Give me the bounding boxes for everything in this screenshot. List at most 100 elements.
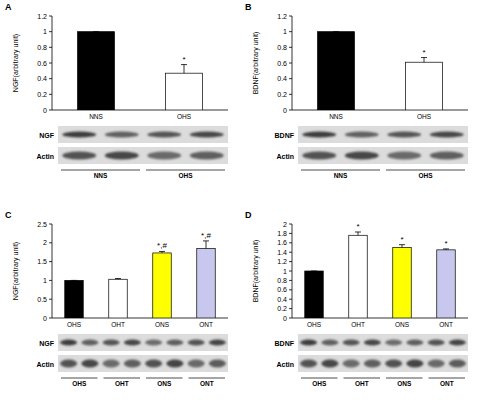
y-tick-label: 0.5: [37, 296, 47, 303]
blot-band: [430, 152, 464, 160]
lane-bracket: [104, 378, 141, 379]
y-tick-label: 0.4: [277, 296, 287, 303]
blot-band: [81, 360, 98, 368]
annotation: *: [356, 222, 359, 231]
lane-bracket: [301, 170, 380, 171]
x-tick-label: OHS: [177, 113, 192, 120]
error-bar: [115, 278, 121, 280]
blot-band: [302, 132, 336, 138]
blot-band: [145, 340, 162, 346]
blot-band: [428, 360, 445, 368]
bar: [318, 32, 355, 110]
blot-band: [364, 360, 381, 368]
blot-band: [145, 360, 162, 368]
panel: CNGF(arbitrary unit)00.511.522.5OHSOHTON…: [5, 210, 228, 387]
blot-label: Actin: [277, 153, 295, 160]
y-axis: [292, 16, 293, 110]
blot-strip: [298, 334, 468, 351]
error-bar: [181, 65, 187, 74]
y-tick-label: 0.4: [37, 75, 47, 82]
annotation: *: [444, 239, 447, 248]
y-tick-label: 1.2: [277, 13, 287, 20]
error-cap: [115, 278, 121, 279]
y-tick-label: 0: [283, 315, 287, 322]
blot-strip: [58, 334, 228, 351]
bar: [349, 235, 367, 318]
y-tick: [49, 63, 52, 64]
blot-band: [103, 340, 120, 346]
annotation: *,#: [157, 241, 167, 250]
lane-bracket: [146, 378, 183, 379]
y-tick-label: 1: [43, 28, 47, 35]
blot-band: [321, 340, 338, 346]
blot-label: BDNF: [275, 132, 295, 139]
blot-band: [124, 340, 141, 346]
bar: [305, 271, 323, 318]
blot-band: [449, 360, 466, 368]
y-tick: [49, 110, 52, 111]
y-tick: [49, 78, 52, 79]
lane-bracket: [146, 170, 225, 171]
y-tick-label: 0.8: [277, 277, 287, 284]
blot-band: [60, 360, 77, 368]
y-tick: [289, 31, 292, 32]
y-tick-label: 0.6: [277, 60, 287, 67]
y-tick-label: 1.2: [277, 258, 287, 265]
error-bar: [355, 232, 361, 235]
lane-bracket: [189, 378, 226, 379]
lane-bracket: [344, 378, 381, 379]
annotation: *: [422, 48, 425, 57]
y-axis-title: NGF(arbitrary unit): [12, 242, 20, 300]
error-cap: [71, 280, 77, 281]
lane-bracket: [301, 378, 338, 379]
blot-label: NGF: [39, 340, 55, 347]
blot-band: [406, 340, 423, 346]
blot-label: Actin: [277, 361, 295, 368]
y-tick-label: 1.4: [277, 249, 287, 256]
blot-band: [188, 360, 205, 368]
x-tick-label: ONT: [199, 321, 213, 328]
lane-label: ONT: [200, 380, 214, 387]
error-cap: [399, 244, 405, 245]
blot-band: [428, 340, 445, 346]
y-tick: [289, 289, 292, 290]
y-tick-label: 2: [43, 239, 47, 246]
blot-band: [209, 360, 226, 368]
y-axis-title: BDNF(arbitrary unit): [252, 32, 260, 95]
bar: [197, 248, 215, 318]
lane-bracket: [429, 378, 466, 379]
y-tick-label: 0.4: [277, 75, 287, 82]
panel: BBDNF(arbitrary unit)00.20.40.60.811.2NN…: [245, 2, 468, 179]
y-tick: [49, 261, 52, 262]
y-tick: [289, 242, 292, 243]
annotation: *: [182, 55, 185, 64]
x-tick-label: OHT: [351, 321, 365, 328]
x-tick-label: ONS: [155, 321, 170, 328]
error-bar: [93, 31, 99, 32]
blot-strip: [58, 147, 228, 164]
error-bar: [71, 280, 77, 281]
marks: [78, 32, 203, 110]
y-tick-label: 0.2: [277, 91, 287, 98]
y-tick-label: 0.8: [277, 44, 287, 51]
y-tick: [49, 224, 52, 225]
y-tick-label: 0.8: [37, 44, 47, 51]
blot-band: [385, 340, 402, 346]
blot-strip: [298, 126, 468, 143]
y-axis: [292, 224, 293, 318]
y-tick: [49, 299, 52, 300]
blot-band: [300, 340, 317, 346]
annotation: *: [400, 235, 403, 244]
y-tick-label: 1: [283, 28, 287, 35]
lane-label: OHS: [72, 380, 87, 387]
y-tick: [289, 318, 292, 319]
y-tick: [289, 63, 292, 64]
lane-label: ONS: [397, 380, 412, 387]
bar: [109, 279, 127, 318]
blot-band: [345, 132, 379, 138]
bar: [78, 32, 115, 110]
blot-band: [166, 360, 183, 368]
lane-label: OHT: [355, 380, 369, 387]
lane-label: OHS: [178, 172, 193, 179]
blot-band: [147, 132, 181, 138]
